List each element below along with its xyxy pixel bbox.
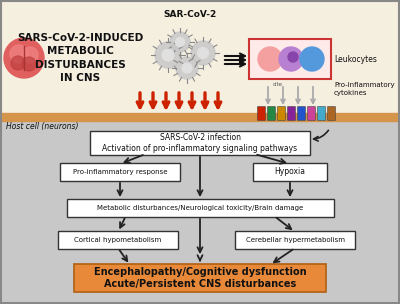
Bar [0, 113, 400, 121]
Text: Pro-inflammatory
cytokines: Pro-inflammatory cytokines [334, 82, 395, 95]
Circle shape [155, 42, 181, 68]
FancyBboxPatch shape [60, 163, 180, 181]
Text: SARS-CoV-2-INDUCED
METABOLIC
DISTURBANCES
IN CNS: SARS-CoV-2-INDUCED METABOLIC DISTURBANCE… [17, 33, 143, 83]
Text: Host cell (neurons): Host cell (neurons) [6, 122, 78, 131]
Text: Leukocytes: Leukocytes [334, 54, 377, 64]
Circle shape [170, 32, 190, 52]
Circle shape [162, 49, 174, 61]
Text: Hypoxia: Hypoxia [274, 168, 306, 177]
Text: Pro-inflammatory response: Pro-inflammatory response [73, 169, 167, 175]
Circle shape [4, 38, 44, 78]
Bar [0, 118, 400, 304]
FancyBboxPatch shape [298, 106, 306, 120]
FancyBboxPatch shape [308, 106, 316, 120]
Circle shape [10, 45, 28, 63]
FancyBboxPatch shape [90, 131, 310, 155]
FancyBboxPatch shape [249, 39, 331, 79]
Circle shape [11, 56, 25, 70]
Circle shape [22, 47, 38, 63]
Bar [0, 0, 400, 118]
FancyBboxPatch shape [288, 106, 296, 120]
Circle shape [288, 52, 298, 62]
Text: Cortical hypometabolism: Cortical hypometabolism [74, 237, 162, 243]
FancyBboxPatch shape [74, 264, 326, 292]
FancyBboxPatch shape [235, 231, 355, 249]
FancyBboxPatch shape [58, 231, 178, 249]
Circle shape [182, 63, 192, 73]
FancyBboxPatch shape [253, 163, 327, 181]
Text: cite: cite [273, 82, 283, 87]
Circle shape [279, 47, 303, 71]
Circle shape [300, 47, 324, 71]
Text: Cerebellar hypermetabolism: Cerebellar hypermetabolism [246, 237, 344, 243]
FancyBboxPatch shape [318, 106, 326, 120]
Text: SAR-CoV-2: SAR-CoV-2 [163, 10, 217, 19]
FancyBboxPatch shape [268, 106, 276, 120]
Text: SARS-CoV-2 infection
Activation of pro-inflammatory signaling pathways: SARS-CoV-2 infection Activation of pro-i… [102, 133, 298, 153]
Circle shape [191, 41, 215, 65]
Text: Encephalopathy/Cognitive dysfunction
Acute/Persistent CNS disturbances: Encephalopathy/Cognitive dysfunction Acu… [94, 267, 306, 289]
FancyBboxPatch shape [258, 106, 266, 120]
FancyBboxPatch shape [278, 106, 286, 120]
Circle shape [198, 48, 208, 58]
FancyBboxPatch shape [328, 106, 336, 120]
Circle shape [176, 37, 184, 47]
FancyBboxPatch shape [66, 199, 334, 217]
Circle shape [22, 57, 36, 71]
Circle shape [258, 47, 282, 71]
Text: Metabolic disturbances/Neurological toxicity/Brain damage: Metabolic disturbances/Neurological toxi… [97, 205, 303, 211]
Circle shape [176, 57, 198, 79]
